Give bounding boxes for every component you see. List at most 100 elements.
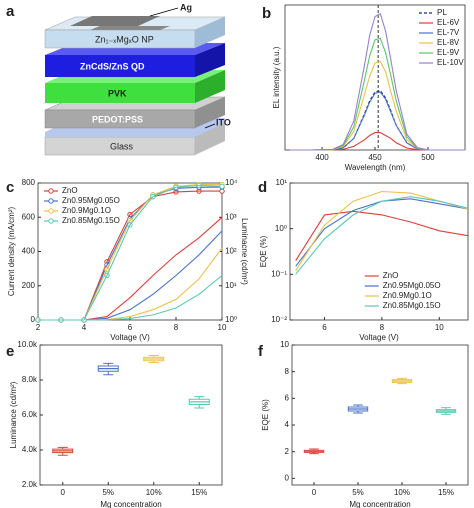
y-axis-label: EQE (%) (259, 235, 268, 267)
line (290, 12, 465, 151)
x-tick-label: 400 (315, 153, 329, 162)
y-tick-label: 600 (22, 212, 36, 221)
electrode (90, 26, 170, 30)
y2-tick-label: 10² (225, 247, 237, 256)
line (290, 132, 465, 151)
legend-label: EL-10V (437, 58, 464, 67)
layer-label: PVK (108, 88, 127, 98)
x-axis-label: Mg concentration (349, 500, 410, 508)
y-tick-label: 4 (285, 420, 290, 429)
legend-label: ZnO (62, 186, 78, 195)
marker (219, 183, 225, 190)
x-axis-label: Voltage (V) (359, 333, 399, 342)
layer-label: ZnCdS/ZnS QD (80, 61, 145, 71)
y-tick-label: 4.0k (22, 445, 38, 454)
layer (45, 55, 195, 77)
legend-marker (48, 208, 54, 214)
x-tick-label: 10% (146, 488, 162, 497)
plot-frame (39, 344, 223, 486)
layer (45, 83, 195, 103)
y-tick-label: 8 (285, 367, 290, 376)
electrode (70, 16, 160, 26)
legend-label: Zn0.95Mg0.05O (383, 281, 441, 290)
x-axis-label: Mg concentration (100, 500, 161, 508)
x-axis-label: Wavelength (nm) (345, 163, 406, 172)
x-tick-label: 5% (352, 488, 364, 497)
y-tick-label: 10 (280, 340, 289, 349)
x-tick-label: 10 (435, 323, 444, 332)
y2-axis-label: Luminacne (cd/m²) (240, 218, 249, 285)
panel-label: c (6, 179, 14, 196)
x-tick-label: 5% (102, 488, 114, 497)
legend-label: Zn0.9Mg0.1O (383, 291, 432, 300)
x-tick-label: 0 (312, 488, 317, 497)
y-tick-label: 2 (285, 447, 290, 456)
panel-label: a (6, 3, 15, 20)
layer (195, 97, 225, 128)
x-tick-label: 500 (421, 153, 435, 162)
y-tick-label: 0 (31, 315, 36, 324)
x-tick-label: 2 (36, 323, 41, 332)
legend-label: PL (437, 8, 447, 17)
legend-label: Zn0.85Mg0.15O (62, 216, 120, 225)
y-axis-label: Current density (mA/cm²) (7, 206, 16, 296)
layer (195, 70, 225, 103)
legend-label: EL-9V (437, 48, 460, 57)
y2-tick-label: 10⁰ (225, 315, 237, 324)
y-tick-label: 200 (22, 281, 36, 290)
y-axis-label: EQE (%) (261, 399, 270, 431)
device-diagram: a Glass PEDOT:PSS PVK ZnCdS/ZnS QD Zn₁₋ₓ… (6, 2, 231, 156)
x-axis-label: Voltage (V) (110, 333, 150, 342)
y2-tick-label: 10³ (225, 212, 237, 221)
y-tick-label: 400 (22, 247, 36, 256)
electrode-label: ITO (216, 117, 231, 127)
y-tick-label: 10⁰ (275, 224, 287, 233)
legend-label: EL-8V (437, 38, 460, 47)
legend-label: Zn0.85Mg0.15O (383, 301, 441, 310)
plot-frame (291, 344, 469, 486)
legend-label: EL-6V (437, 18, 460, 27)
panel-label: b (262, 5, 271, 22)
legend-marker (48, 218, 54, 224)
layer (195, 17, 225, 48)
legend-label: ZnO (383, 271, 399, 280)
y-tick-label: 10¹ (275, 178, 287, 187)
y-tick-label: 0 (285, 473, 290, 482)
legend-marker (48, 198, 54, 204)
legend-label: Zn0.95Mg0.05O (62, 196, 120, 205)
line (290, 89, 465, 151)
x-tick-label: 0 (61, 488, 66, 497)
pointer (149, 7, 179, 17)
y-tick-label: 800 (22, 178, 36, 187)
line (38, 216, 223, 321)
electrode-label: Ag (180, 2, 192, 12)
y-tick-label: 10⁻¹ (271, 269, 287, 278)
x-tick-label: 8 (174, 323, 179, 332)
y-tick-label: 2.0k (22, 480, 38, 489)
x-tick-label: 450 (368, 153, 382, 162)
layer (195, 123, 225, 155)
x-tick-label: 10 (218, 323, 227, 332)
y2-tick-label: 10⁴ (225, 178, 238, 187)
layer-label: Glass (110, 141, 134, 151)
legend-label: EL-7V (437, 28, 460, 37)
x-tick-label: 15% (191, 488, 207, 497)
x-tick-label: 6 (128, 323, 133, 332)
x-tick-label: 4 (82, 323, 87, 332)
plot-frame (289, 182, 469, 321)
line (295, 198, 469, 267)
x-tick-label: 6 (322, 323, 327, 332)
layer-label: Zn₁₋ₓMgₓO NP (95, 34, 154, 44)
legend-marker (48, 188, 54, 194)
panel-label: e (6, 343, 14, 360)
y-axis-label: Luminance (cd/m²) (9, 381, 18, 448)
y-tick-label: 8.0k (22, 375, 38, 384)
y-tick-label: 6 (285, 393, 290, 402)
line (295, 196, 469, 275)
x-tick-label: 8 (380, 323, 385, 332)
line (290, 60, 465, 151)
legend-label: Zn0.9Mg0.1O (62, 206, 111, 215)
pointer (204, 123, 216, 129)
panel-label: d (258, 179, 267, 196)
